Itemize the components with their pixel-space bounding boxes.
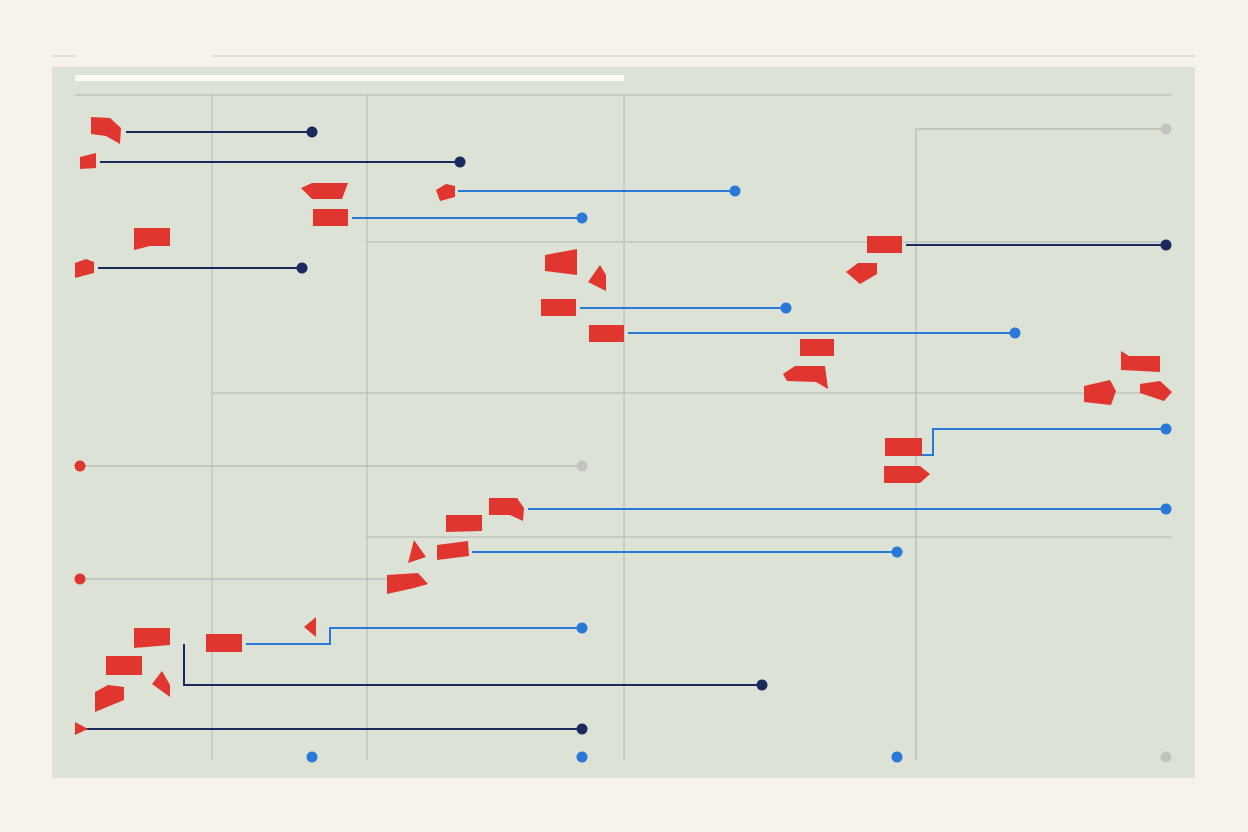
marker xyxy=(1084,380,1116,405)
dot xyxy=(729,185,741,197)
dot xyxy=(454,156,466,168)
marker xyxy=(206,634,242,652)
dots xyxy=(74,123,1172,763)
dot xyxy=(576,723,588,735)
dot xyxy=(780,302,792,314)
marker xyxy=(800,339,834,356)
marker xyxy=(846,263,877,284)
dot xyxy=(1160,423,1172,435)
marker xyxy=(134,228,170,250)
marker xyxy=(1121,351,1160,372)
marker xyxy=(75,722,88,735)
dot xyxy=(1160,503,1172,515)
dot xyxy=(576,460,588,472)
connector xyxy=(183,644,762,686)
dot xyxy=(1160,239,1172,251)
markers xyxy=(75,117,1172,735)
marker xyxy=(91,117,121,144)
dot xyxy=(576,751,588,763)
marker xyxy=(106,656,142,675)
marker xyxy=(446,515,482,532)
dot xyxy=(1160,123,1172,135)
dot xyxy=(74,573,86,585)
dot xyxy=(296,262,308,274)
dot xyxy=(306,751,318,763)
marker xyxy=(387,573,428,594)
connectors xyxy=(80,128,1166,760)
dot xyxy=(1009,327,1021,339)
marker xyxy=(884,466,930,483)
marker xyxy=(545,249,577,275)
marker xyxy=(80,153,96,169)
marker xyxy=(589,325,624,342)
marker xyxy=(134,628,170,648)
marker xyxy=(304,617,316,637)
marker xyxy=(541,299,576,316)
marker xyxy=(885,438,922,456)
connector xyxy=(246,627,582,645)
dot xyxy=(576,622,588,634)
dot xyxy=(74,460,86,472)
connector xyxy=(920,428,1166,456)
dot xyxy=(1160,751,1172,763)
marker xyxy=(313,209,348,226)
marker xyxy=(75,259,94,278)
marker xyxy=(588,265,606,291)
connector xyxy=(915,128,1166,760)
marker xyxy=(783,366,828,389)
dot xyxy=(576,212,588,224)
header-bar xyxy=(75,75,624,81)
marker xyxy=(301,183,348,199)
marker xyxy=(489,498,524,521)
dot xyxy=(756,679,768,691)
marker xyxy=(436,184,455,201)
dot xyxy=(891,751,903,763)
marker xyxy=(95,685,124,712)
dot xyxy=(306,126,318,138)
marker xyxy=(867,236,902,253)
marker xyxy=(437,541,469,560)
marker xyxy=(408,540,426,563)
marker xyxy=(152,671,170,697)
dot xyxy=(891,546,903,558)
marker xyxy=(1140,381,1172,401)
